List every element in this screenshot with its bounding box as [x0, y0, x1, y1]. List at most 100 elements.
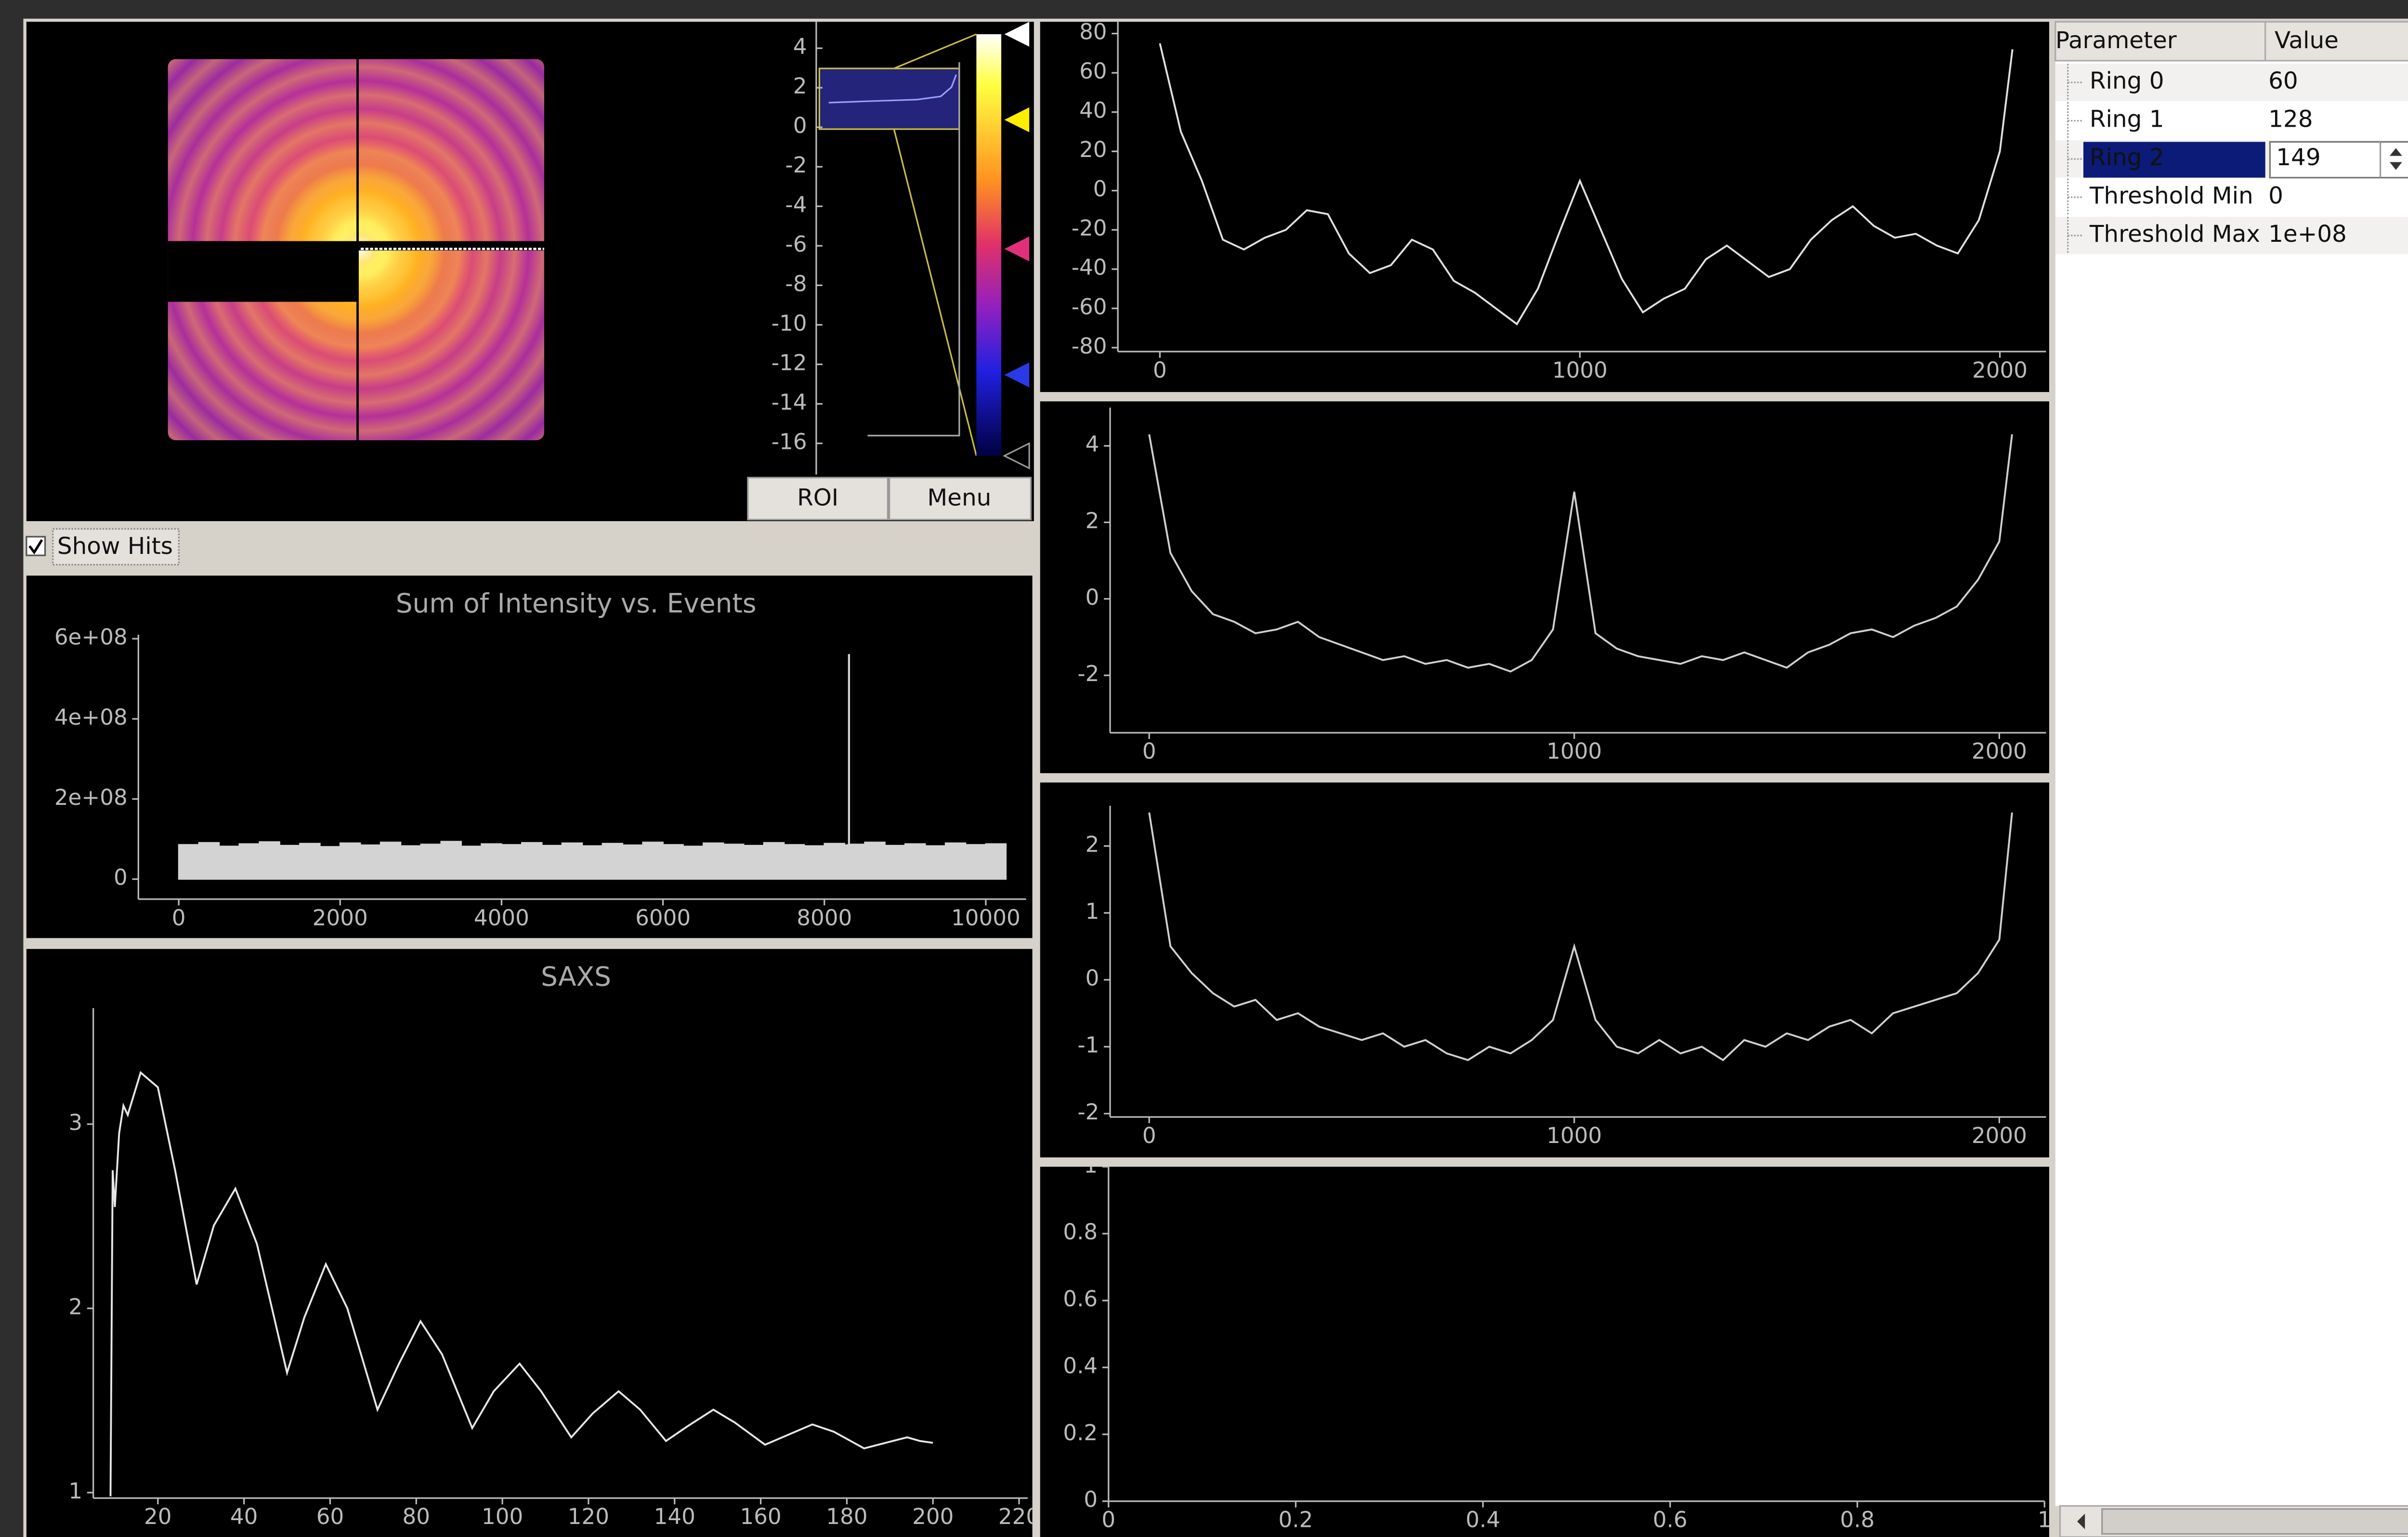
x-tick-label: 2000 — [1972, 357, 2028, 383]
data-bar — [340, 843, 360, 879]
data-bar — [582, 846, 602, 879]
data-bar — [179, 845, 199, 880]
y-tick-label: 2 — [68, 1294, 82, 1319]
data-bar — [905, 844, 925, 879]
x-tick-label: 0 — [1153, 357, 1167, 383]
x-tick-label: 2000 — [1972, 1123, 2027, 1148]
parameter-name[interactable]: Threshold Min — [2089, 183, 2253, 210]
x-tick-label: 60 — [316, 1504, 344, 1529]
y-tick-label: 20 — [1079, 137, 1107, 162]
show-hits-checkbox[interactable] — [26, 537, 45, 555]
data-bar — [925, 846, 945, 879]
y-tick-label: 60 — [1079, 58, 1107, 84]
x-tick-label: 40 — [230, 1504, 258, 1529]
data-bar — [501, 845, 522, 880]
y-tick-label: 40 — [1079, 98, 1107, 123]
x-tick-label: 200 — [912, 1504, 954, 1529]
data-bar — [522, 843, 542, 880]
parameter-name[interactable]: Threshold Max — [2089, 221, 2260, 248]
scale-tick-label: 0 — [793, 113, 807, 138]
data-bar — [784, 845, 804, 880]
plot-panel — [1040, 1167, 2049, 1537]
data-bar — [461, 846, 482, 879]
plot-title: SAXS — [541, 961, 611, 992]
scale-tick-label: -10 — [772, 310, 807, 336]
x-tick-label: 10000 — [951, 905, 1021, 931]
scale-tick-label: -8 — [785, 271, 807, 296]
x-tick-label: 0 — [172, 905, 186, 931]
x-tick-label: 6000 — [635, 905, 691, 931]
parameter-name[interactable]: Ring 2 — [2090, 144, 2164, 171]
y-tick-label: 0 — [1084, 1487, 1098, 1512]
x-tick-label: 140 — [654, 1504, 695, 1529]
scale-tick-label: -2 — [785, 152, 807, 178]
header-cell[interactable]: Value — [2275, 27, 2339, 54]
y-tick-label: -2 — [1077, 1099, 1099, 1125]
y-tick-label: 1 — [68, 1478, 82, 1504]
data-bar — [482, 844, 502, 879]
data-bar — [966, 845, 986, 880]
data-bar — [320, 847, 340, 879]
y-tick-label: 2 — [1086, 831, 1099, 857]
scale-tick-label: -4 — [785, 192, 807, 217]
parameter-value[interactable]: 0 — [2268, 183, 2283, 210]
parameter-value[interactable]: 128 — [2268, 106, 2313, 133]
data-bar — [945, 843, 966, 879]
x-tick-label: 0.6 — [1653, 1507, 1688, 1533]
parameter-value[interactable]: 60 — [2268, 67, 2298, 94]
y-tick-label: 1 — [1086, 898, 1099, 924]
roi-button-label[interactable]: ROI — [797, 485, 838, 512]
y-tick-label: 0.2 — [1063, 1420, 1098, 1445]
x-tick-label: 120 — [568, 1504, 609, 1529]
y-tick-label: 0 — [1093, 176, 1107, 202]
y-tick-label: 0 — [1086, 584, 1099, 610]
data-bar — [542, 845, 562, 879]
x-tick-label: 2000 — [1972, 738, 2027, 764]
y-tick-label: 0 — [114, 865, 128, 890]
scale-tick-label: -12 — [772, 350, 807, 375]
data-bar — [219, 846, 239, 879]
x-tick-label: 80 — [403, 1504, 430, 1529]
plot-panel — [1040, 783, 2049, 1157]
data-bar — [804, 846, 824, 879]
y-tick-label: 4 — [1086, 432, 1099, 457]
x-tick-label: 0 — [1101, 1507, 1115, 1533]
data-bar — [280, 845, 300, 879]
data-bar — [850, 844, 865, 879]
data-bar — [260, 842, 280, 879]
data-bar — [602, 843, 623, 879]
y-tick-label: -20 — [1072, 215, 1107, 241]
parameter-name[interactable]: Ring 1 — [2090, 106, 2164, 133]
scrollbar-thumb[interactable] — [2102, 1509, 2408, 1534]
parameter-value[interactable]: 149 — [2276, 144, 2320, 171]
parameter-value[interactable]: 1e+08 — [2268, 221, 2347, 248]
header-cell[interactable]: Parameter — [2055, 27, 2177, 54]
plot-panel — [1040, 401, 2049, 773]
show-hits-label[interactable]: Show Hits — [57, 533, 173, 560]
y-tick-label: 80 — [1079, 19, 1107, 45]
scale-tick-label: 4 — [793, 34, 807, 59]
x-tick-label: 0.2 — [1279, 1507, 1313, 1533]
x-tick-label: 0.4 — [1466, 1507, 1500, 1533]
plot-panel — [26, 949, 1033, 1537]
y-tick-label: 0.6 — [1063, 1286, 1098, 1312]
plot-title: Sum of Intensity vs. Events — [396, 588, 757, 618]
x-tick-label: 4000 — [474, 905, 529, 931]
scale-tick-label: -14 — [772, 389, 807, 415]
x-tick-label: 0.8 — [1840, 1507, 1875, 1533]
y-tick-label: 2 — [1086, 508, 1099, 533]
data-bar — [703, 843, 723, 879]
x-tick-label: 1000 — [1546, 738, 1602, 764]
data-bar — [885, 845, 905, 879]
parameter-name[interactable]: Ring 0 — [2090, 67, 2164, 94]
y-tick-label: 6e+08 — [54, 624, 128, 650]
plot-panel — [1040, 22, 2049, 392]
menu-button-label[interactable]: Menu — [927, 485, 991, 512]
x-tick-label: 8000 — [797, 905, 852, 931]
x-tick-label: 2000 — [313, 905, 368, 931]
x-tick-label: 0 — [1142, 738, 1156, 764]
y-tick-label: -40 — [1072, 255, 1107, 280]
x-tick-label: 1000 — [1552, 357, 1608, 383]
scale-tick-label: -6 — [785, 231, 807, 257]
data-bar — [360, 845, 380, 879]
